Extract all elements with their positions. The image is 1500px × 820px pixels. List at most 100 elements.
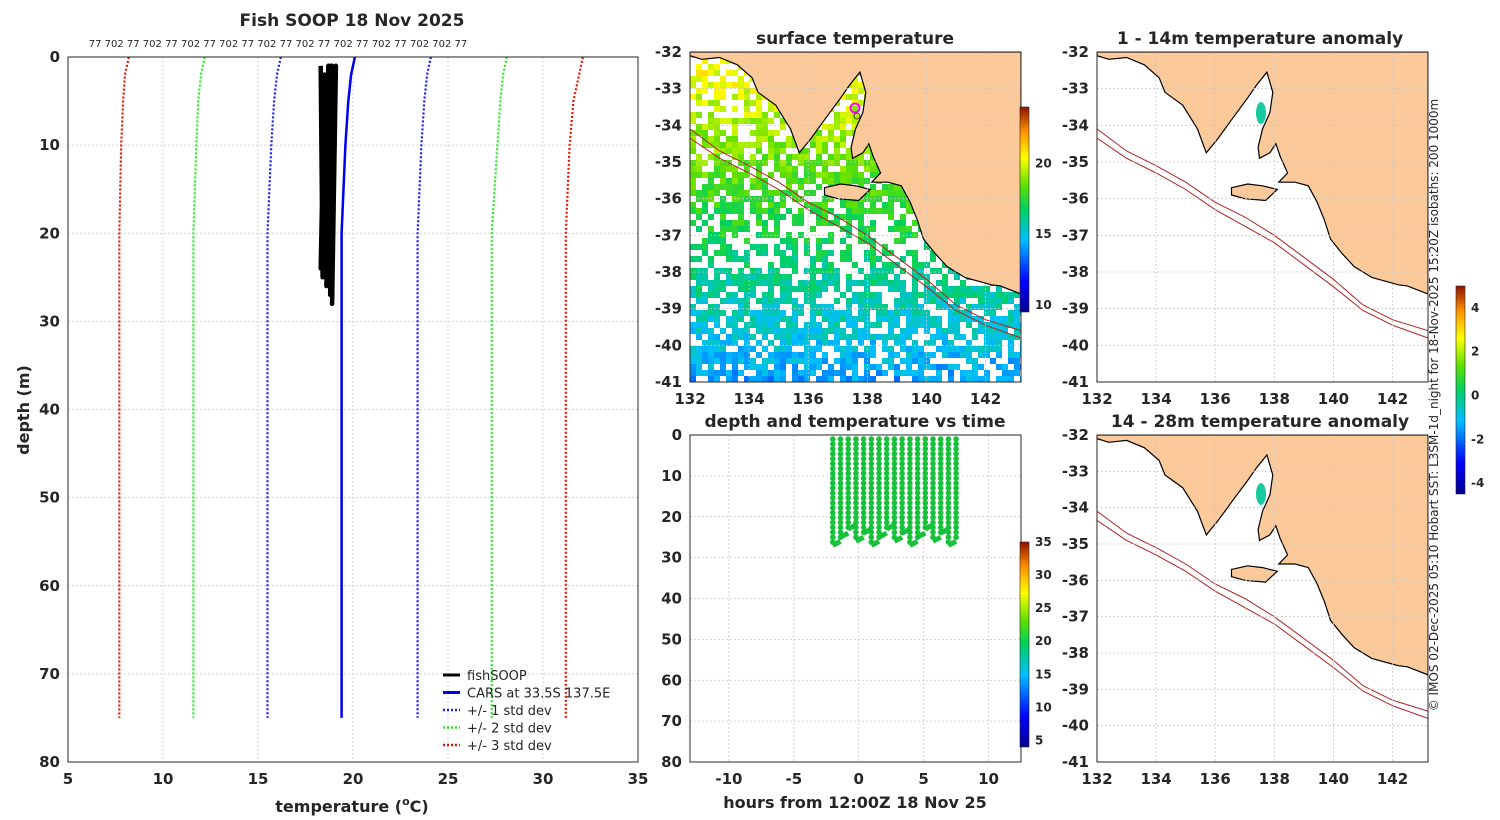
sst-cell [744, 226, 750, 232]
sst-cell [714, 340, 720, 346]
sst-cell [882, 334, 888, 340]
sst-cell [804, 358, 810, 364]
sst-cell [756, 352, 762, 358]
sst-cell [768, 310, 774, 316]
sst-cell [792, 310, 798, 316]
sst-cell [918, 262, 924, 268]
sst-cell [750, 208, 756, 214]
depth-time-point [899, 519, 905, 526]
sst-cell [696, 274, 702, 280]
depth-time-point [945, 490, 952, 496]
sst-cell [876, 268, 882, 274]
sst-cell [780, 376, 786, 382]
depth-time-point [914, 519, 921, 526]
sst-cell [966, 358, 972, 364]
depth-time-point [945, 460, 952, 467]
sst-cell [810, 142, 816, 148]
depth-time-point [945, 465, 952, 472]
sst-cell [942, 304, 948, 310]
sst-xtick: 142 [970, 390, 1001, 408]
depth-time-colorbar-tick: 35 [1035, 535, 1052, 549]
anom-shallow-ytick: -38 [1062, 263, 1089, 281]
sst-cell [888, 346, 894, 352]
depth-time-point [945, 441, 952, 447]
sst-cell [954, 328, 960, 334]
sst-cell [732, 340, 738, 346]
sst-cell [804, 244, 810, 250]
anom-deep-ytick: -35 [1062, 535, 1089, 553]
sst-cell [828, 208, 834, 214]
sst-cell [714, 82, 720, 88]
anom-shallow-ytick: -37 [1062, 226, 1089, 244]
sst-cell [852, 370, 858, 376]
sst-cell [786, 280, 792, 286]
depth-time-point [945, 529, 952, 536]
sst-cell [714, 184, 720, 190]
sst-cell [714, 136, 720, 142]
anom-deep-ticks: 132 134 136 138 140 142-32-33-34-35-36-37-38-… [1062, 426, 1408, 788]
sst-cell [846, 304, 852, 310]
sst-cell [888, 268, 894, 274]
sst-cell [738, 88, 744, 94]
sst-cell [834, 310, 840, 316]
sst-cell [804, 238, 810, 244]
sst-obs-marker [853, 112, 861, 120]
profile-panel: Fish SOOP 18 Nov 2025 77 702 77 702 77 7… [14, 11, 648, 816]
sst-cell [690, 112, 696, 118]
sst-cell [738, 328, 744, 334]
depth-time-point [937, 460, 944, 467]
anom-deep-ytick: -41 [1062, 753, 1089, 771]
sst-cell [774, 148, 780, 154]
sst-cell [708, 112, 714, 118]
sst-cell [840, 136, 846, 142]
sst-cell [726, 268, 732, 274]
sst-cell [912, 328, 918, 334]
sst-cell [942, 334, 948, 340]
sst-cell [756, 328, 762, 334]
sst-cell [702, 76, 708, 82]
depth-time-point [830, 509, 836, 516]
anom-deep-ytick: -33 [1062, 462, 1089, 480]
sst-cell [750, 130, 756, 136]
sst-cell [846, 244, 852, 250]
sst-cell [780, 142, 786, 148]
sst-cell [804, 298, 810, 304]
anom-deep-obs [1256, 483, 1266, 505]
sst-cell [768, 376, 774, 382]
sst-cell [924, 262, 930, 268]
depth-time-point [945, 514, 952, 521]
sst-cell [858, 376, 864, 382]
sst-cell [750, 334, 756, 340]
sst-cell [768, 268, 774, 274]
sst-cell [696, 70, 702, 76]
sst-cell [906, 298, 912, 304]
sst-cell [762, 160, 768, 166]
sst-cell [690, 82, 696, 88]
sst-cell [822, 142, 828, 148]
sst-cell [810, 322, 816, 328]
sst-cell [972, 286, 978, 292]
sst-cell [852, 316, 858, 322]
sst-cell [1002, 316, 1008, 322]
sst-cell [870, 202, 876, 208]
sst-cell [690, 130, 696, 136]
sst-cell [702, 268, 708, 274]
sst-cell [786, 274, 792, 280]
sst-cell [786, 340, 792, 346]
sst-cell [990, 292, 996, 298]
sst-xtick: 132 [674, 390, 705, 408]
sst-cell [720, 214, 726, 220]
depth-time-point [883, 500, 890, 506]
sst-cell [774, 220, 780, 226]
sst-cell [786, 352, 792, 358]
sst-cell [756, 340, 762, 346]
sst-cell [690, 118, 696, 124]
sst-cell [888, 316, 894, 322]
depth-time-point [837, 509, 844, 516]
depth-time-point [922, 509, 929, 516]
sst-cell [858, 316, 864, 322]
sst-cell [732, 352, 738, 358]
sst-cell [774, 322, 780, 328]
anom-deep-ytick: -32 [1062, 426, 1089, 444]
sst-cell [738, 310, 744, 316]
